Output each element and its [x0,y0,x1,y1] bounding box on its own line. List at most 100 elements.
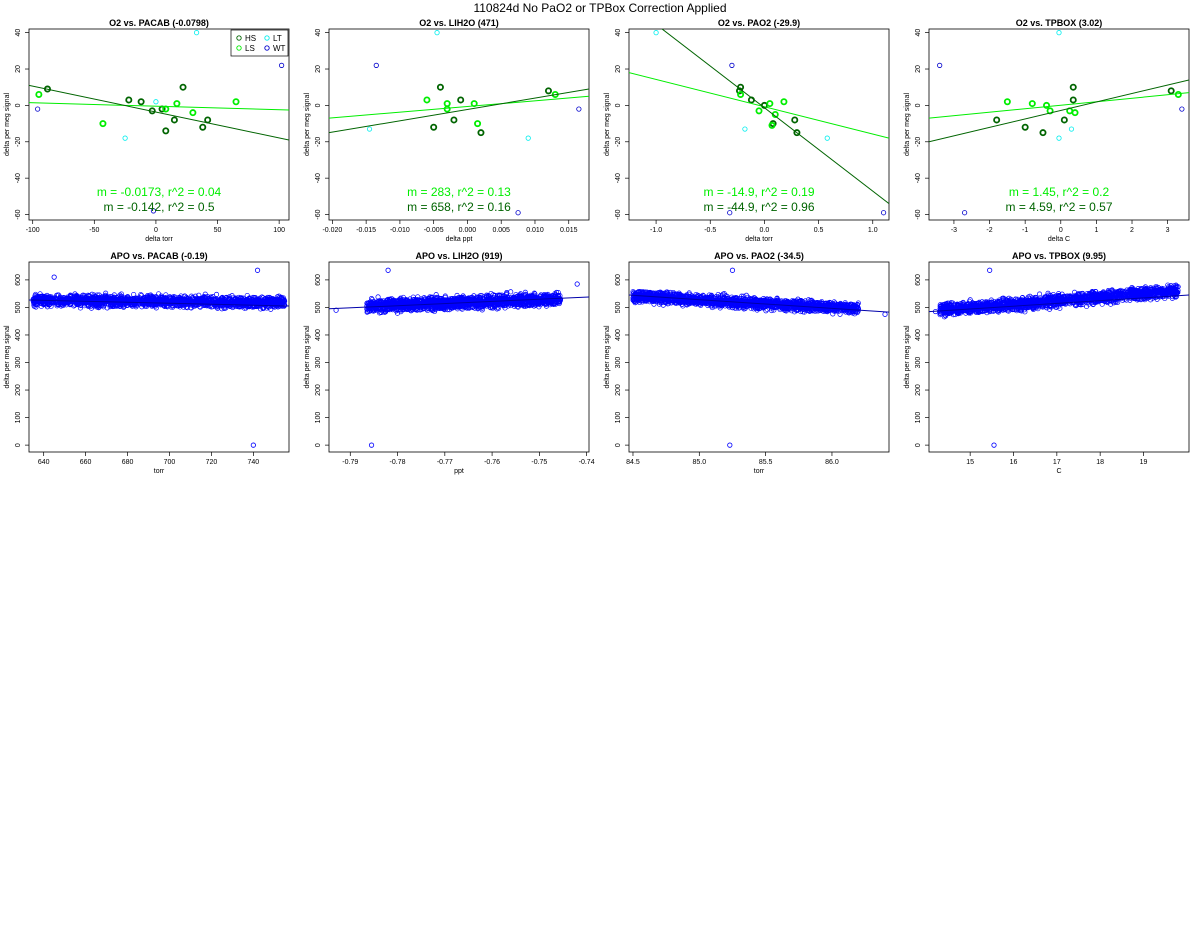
data-point-ls [443,105,451,113]
data-point-ls [423,96,431,104]
data-point-hs [450,116,458,124]
data-point [82,293,88,299]
data-point [165,296,171,302]
data-point-ls [1174,90,1182,98]
plot-area [629,29,889,216]
data-point [151,296,157,302]
fit-line-ls [29,102,289,111]
data-point-lt [525,135,531,141]
data-point [244,292,250,299]
y-tick-label: -60 [915,209,922,219]
data-point-wt [729,62,735,68]
data-point [61,299,67,305]
data-point-hs [162,127,170,135]
panel-title: APO vs. LIH2O (919) [415,251,502,261]
x-tick-label: -0.77 [437,459,453,466]
data-point-scatter [254,267,261,273]
data-point [393,304,399,310]
data-point [478,300,484,307]
panel-title: APO vs. PACAB (-0.19) [110,251,207,261]
data-point [522,289,528,295]
y-axis-label: delta per meg signal [4,325,11,388]
x-tick-label: -0.79 [342,459,358,466]
panels-group: O2 vs. PACAB (-0.0798)-100 -50 0 50 100-60-4… [4,18,1190,475]
data-point [475,294,481,300]
y-tick-label: 0 [315,103,322,107]
data-point [188,305,194,311]
plot-frame [28,28,290,221]
data-point-hs [1069,83,1077,91]
data-point [458,295,464,301]
plot-area [29,267,289,448]
data-point [258,306,264,312]
x-axis-label: delta ppt [446,236,473,243]
data-point [67,297,73,303]
y-tick-label: 0 [15,103,22,107]
data-point [426,298,433,304]
chart-panel-2: O2 vs. LIH2O (471)-0.020 -0.015 -0.010 -0.0… [304,18,590,243]
x-axis-label: delta C [1048,236,1070,243]
data-point [415,301,421,307]
x-tick-label: 660 [80,459,92,466]
data-point [214,303,220,309]
data-point-ls [1003,98,1011,106]
x-tick-label: 2 [1130,227,1134,234]
data-point [492,292,498,298]
data-point [138,292,144,298]
x-tick-label: 1 [1094,227,1098,234]
y-tick-label: 40 [915,29,922,37]
data-point-hs [436,83,444,91]
data-point-lt [1056,30,1062,36]
fit-annotation: m = 283, r^2 = 0.13 [407,185,511,199]
data-point [212,302,218,308]
data-point [429,297,435,303]
fit-line-ls [629,72,889,139]
data-point [484,292,490,298]
x-tick-label: -1.0 [650,227,662,234]
data-point-hs [793,129,801,137]
legend-label: LS [245,44,255,53]
data-point-hs [204,116,212,124]
data-point-scatter [385,267,391,273]
y-tick-label: 500 [15,301,22,313]
data-point [201,302,207,308]
data-point [434,299,441,306]
fit-line-hs [929,79,1189,143]
x-tick-label: -0.74 [579,459,595,466]
data-point [413,306,419,312]
data-point-lt [153,99,159,105]
data-point [465,296,471,302]
data-point-lt [1068,126,1075,132]
data-point [164,304,170,310]
y-tick-label: -40 [15,173,22,183]
data-point [147,296,153,302]
data-point [213,291,220,298]
data-point [263,299,269,305]
x-tick-label: 3 [1166,227,1170,234]
data-point [182,293,188,299]
y-tick-label: 300 [315,357,322,369]
x-tick-label: -0.020 [322,227,342,234]
x-tick-label: 680 [122,459,134,466]
x-tick-label: 0.000 [459,227,477,234]
data-point [41,302,47,308]
plot-frame [628,28,890,221]
fit-line-hs [329,88,589,134]
data-point [147,301,153,307]
data-point [279,300,285,306]
data-point [368,296,375,302]
data-point-ls [1043,101,1051,109]
x-axis-label: delta torr [145,236,173,243]
legend-label: WT [273,44,286,53]
x-tick-label: -0.76 [484,459,500,466]
plot-area [329,30,589,216]
data-point [496,301,502,307]
panel-title: O2 vs. TPBOX (3.02) [1016,18,1103,28]
data-point [275,300,281,306]
data-point [182,296,188,303]
data-point [64,296,70,302]
data-point-ls [755,107,763,115]
data-point [378,298,384,304]
data-point-lt [824,135,830,141]
